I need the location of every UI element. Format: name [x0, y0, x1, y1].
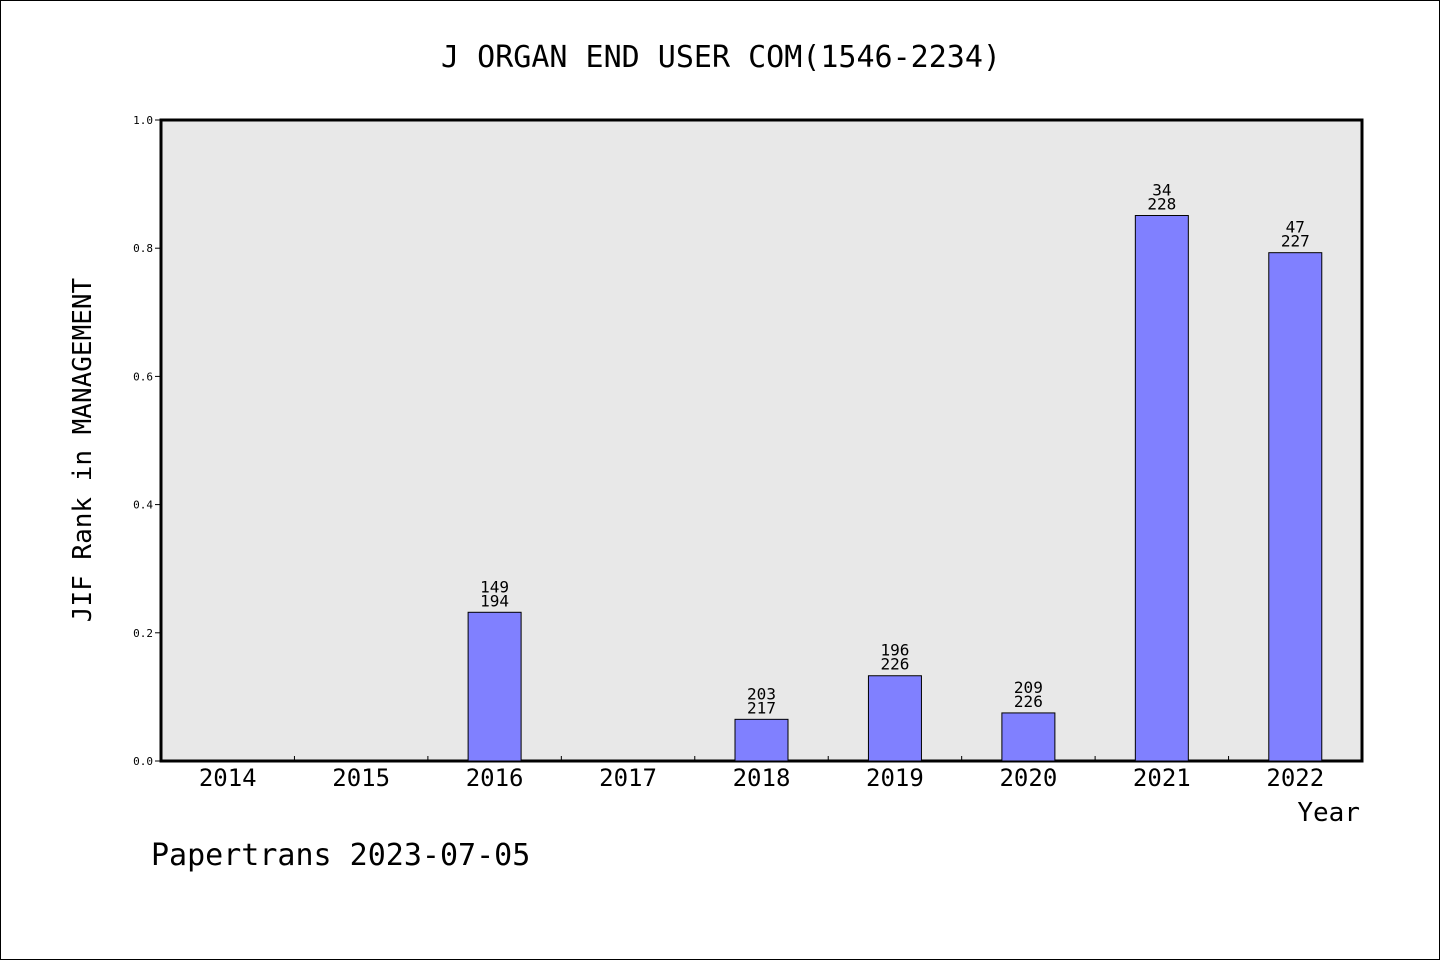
bar-rank-label: 196: [880, 641, 909, 660]
bar-rank-label: 149: [480, 577, 509, 596]
x-tick-label: 2020: [999, 764, 1057, 792]
bar: [1001, 712, 1056, 762]
y-tick-label: 1.0: [133, 114, 153, 127]
y-tick-label: 0.8: [133, 242, 153, 255]
x-axis: 2014 2015 2016 2017 2018 2019 2020 2021 2022: [199, 756, 1324, 792]
y-axis-label: JIF Rank in MANAGEMENT: [68, 277, 98, 622]
y-tick-label: 0.0: [133, 755, 153, 768]
bar: [867, 675, 922, 762]
bar: [467, 611, 522, 762]
x-tick-label: 2019: [866, 764, 924, 792]
bar: [1134, 215, 1189, 762]
y-tick-label: 0.6: [133, 370, 153, 383]
x-tick-label: 2017: [599, 764, 657, 792]
chart-title: J ORGAN END USER COM(1546-2234): [441, 40, 1001, 75]
x-tick-label: 2015: [332, 764, 390, 792]
x-tick-label: 2022: [1266, 764, 1324, 792]
bar-total-label: 228: [1147, 195, 1176, 214]
x-tick-label: 2014: [199, 764, 257, 792]
x-tick-label: 2016: [466, 764, 524, 792]
bar-rank-label: 47: [1286, 218, 1305, 237]
x-tick-label: 2021: [1133, 764, 1191, 792]
bar-total-label: 194: [480, 591, 509, 610]
bar-total-label: 226: [880, 655, 909, 674]
x-tick-label: 2018: [733, 764, 791, 792]
footer-text: Papertrans 2023-07-05: [151, 838, 530, 873]
bar-rank-label: 34: [1152, 181, 1171, 200]
bar: [734, 718, 789, 762]
bar-total-label: 227: [1281, 232, 1310, 251]
x-axis-label: Year: [1297, 798, 1360, 828]
bar: [1268, 252, 1323, 762]
y-tick-label: 0.4: [133, 499, 153, 512]
bar-rank-label: 203: [747, 684, 776, 703]
y-tick-label: 0.2: [133, 627, 153, 640]
bar-total-label: 217: [747, 698, 776, 717]
bars-group: [467, 215, 1323, 762]
bar-rank-label: 209: [1014, 678, 1043, 697]
bar-total-label: 226: [1014, 692, 1043, 711]
y-axis: 0.0 0.2 0.4 0.6 0.8 1.0: [133, 114, 161, 768]
